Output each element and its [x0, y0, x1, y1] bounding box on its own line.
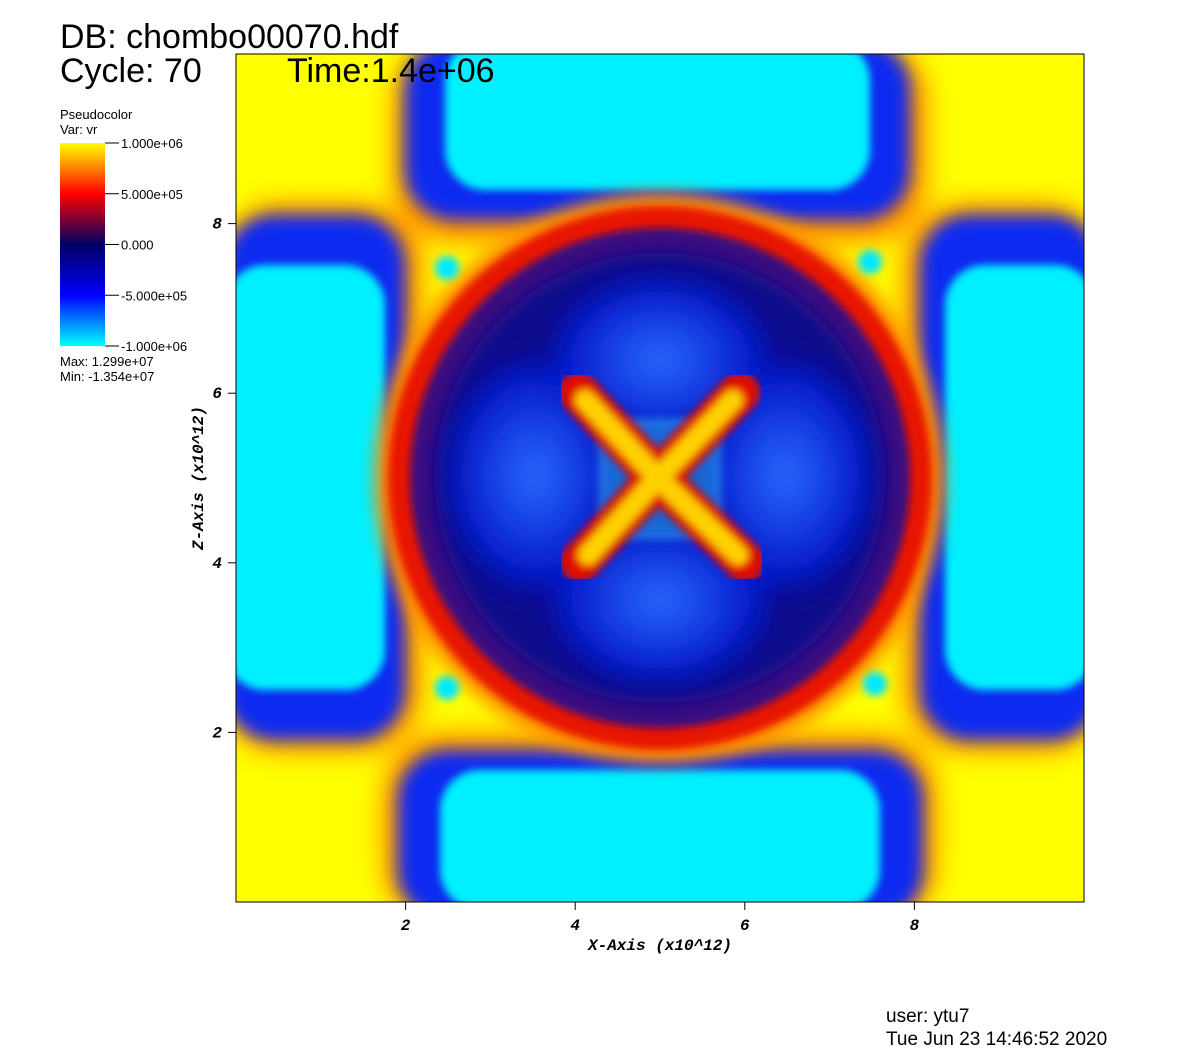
colorbar — [60, 143, 105, 346]
x-axis-label: X-Axis (x10^12) — [587, 937, 732, 955]
colorbar-tick-label: -1.000e+06 — [121, 339, 187, 354]
time: Time:1.4e+06 — [287, 52, 495, 90]
colorbar-tick-label: 1.000e+06 — [121, 136, 183, 151]
cycle: Cycle: 70 — [60, 52, 202, 90]
y-tick-label: 2 — [212, 724, 222, 742]
x-tick-label: 6 — [740, 917, 750, 935]
min-label: Min: -1.354e+07 — [60, 369, 154, 384]
x-tick-label: 4 — [570, 917, 580, 935]
x-tick-label: 2 — [401, 917, 411, 935]
x-tick-label: 8 — [910, 917, 920, 935]
date: Tue Jun 23 14:46:52 2020 — [886, 1029, 1107, 1050]
y-axis-label: Z-Axis (x10^12) — [190, 406, 208, 551]
colorbar-tick-label: 0.000 — [121, 238, 154, 253]
plot-frame — [235, 53, 1085, 903]
colorbar-tick-label: 5.000e+05 — [121, 187, 183, 202]
legend-title: Pseudocolor — [60, 107, 133, 122]
variable: Var: vr — [60, 122, 98, 137]
colorbar-tick-label: -5.000e+05 — [121, 288, 187, 303]
y-tick-label: 4 — [212, 555, 222, 573]
title: DB: chombo00070.hdf — [60, 18, 399, 56]
y-tick-label: 6 — [212, 385, 222, 403]
field — [236, 54, 1084, 902]
y-tick-label: 8 — [212, 216, 222, 234]
user: user: ytu7 — [886, 1006, 969, 1027]
max-label: Max: 1.299e+07 — [60, 354, 154, 369]
